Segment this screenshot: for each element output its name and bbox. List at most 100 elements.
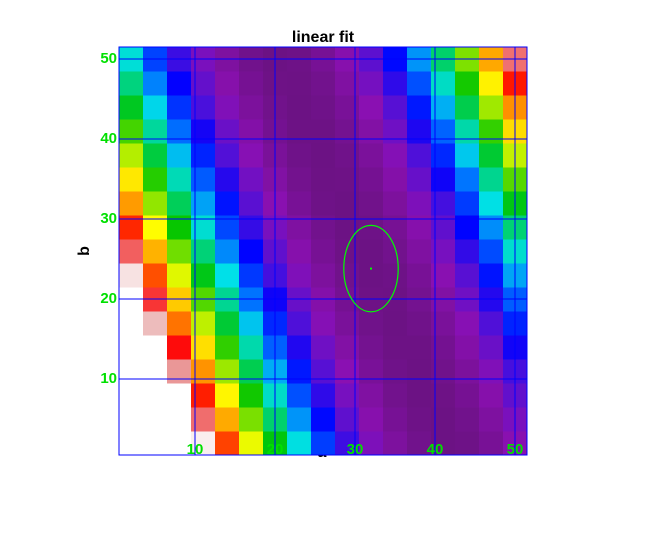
heatmap-cell [311,71,336,96]
heatmap-cell [215,119,240,144]
heatmap-cell [287,239,312,264]
heatmap-cell [167,119,192,144]
heatmap-cell [239,263,264,288]
heatmap-cell [215,95,240,120]
heatmap-cell [479,191,504,216]
heatmap-cell [167,431,192,456]
heatmap-cell [359,95,384,120]
heatmap-cell [239,311,264,336]
heatmap-cell [455,143,480,168]
heatmap-cell [143,335,168,360]
heatmap-cell [239,143,264,168]
heatmap-cell [119,311,144,336]
heatmap-cell [407,263,432,288]
heatmap-cell [407,119,432,144]
x-tick-label: 20 [267,441,284,458]
heatmap-cell [335,311,360,336]
heatmap-cell [167,191,192,216]
heatmap-cell [311,95,336,120]
heatmap-cell [335,191,360,216]
heatmap-cell [167,311,192,336]
heatmap-cell [215,383,240,408]
heatmap-cell [383,359,408,384]
heatmap-cell [479,431,504,456]
heatmap-cell [455,383,480,408]
heatmap-cell [455,311,480,336]
heatmap-cell [359,407,384,432]
heatmap-cell [311,383,336,408]
heatmap-cell [167,407,192,432]
heatmap-cell [215,167,240,192]
heatmap-cell [383,431,408,456]
heatmap-cell [455,95,480,120]
heatmap-cell [287,359,312,384]
heatmap-cell [407,335,432,360]
heatmap-cell [119,359,144,384]
heatmap-cell [287,263,312,288]
heatmap-cell [407,71,432,96]
heatmap-cell [359,167,384,192]
heatmap-cell [287,71,312,96]
heatmap-cell [239,407,264,432]
heatmap-cell [479,167,504,192]
heatmap-cell [119,335,144,360]
heatmap-cell [455,407,480,432]
heatmap-cell [143,191,168,216]
heatmap-cell [311,335,336,360]
heatmap-cell [455,167,480,192]
heatmap-cell [311,407,336,432]
heatmap-cell [167,359,192,384]
heatmap-cell [143,71,168,96]
heatmap-cell [239,359,264,384]
heatmap-cell [383,311,408,336]
x-tick-label: 50 [507,441,524,458]
heatmap-cell [407,383,432,408]
heatmap-cell [407,95,432,120]
heatmap-cell [359,239,384,264]
heatmap-cell [167,143,192,168]
heatmap-cell [383,407,408,432]
heatmap-cell [479,359,504,384]
heatmap-cell [215,335,240,360]
heatmap-cell [407,311,432,336]
heatmap-cell [239,95,264,120]
heatmap-cells [119,47,528,456]
heatmap-cell [311,263,336,288]
heatmap-cell [311,359,336,384]
heatmap-cell [215,263,240,288]
heatmap-cell [287,167,312,192]
heatmap-cell [455,335,480,360]
heatmap-cell [311,167,336,192]
heatmap-cell [383,143,408,168]
heatmap-cell [479,95,504,120]
heatmap-cell [143,407,168,432]
heatmap-cell [239,383,264,408]
heatmap-cell [215,431,240,456]
heatmap-cell [479,311,504,336]
heatmap-cell [287,383,312,408]
heatmap-cell [287,95,312,120]
heatmap-cell [311,239,336,264]
heatmap-cell [239,191,264,216]
heatmap-cell [407,431,432,456]
heatmap-cell [335,359,360,384]
x-tick-label: 10 [187,441,204,458]
heatmap-cell [215,359,240,384]
heatmap-cell [407,167,432,192]
heatmap-cell [359,143,384,168]
heatmap-cell [167,71,192,96]
heatmap-cell [119,431,144,456]
heatmap-cell [287,335,312,360]
heatmap-cell [287,143,312,168]
heatmap-cell [335,383,360,408]
heatmap-cell [359,311,384,336]
heatmap-cell [383,263,408,288]
heatmap-cell [119,143,144,168]
heatmap-cell [407,143,432,168]
heatmap-cell [311,311,336,336]
heatmap-cell [287,191,312,216]
heatmap-cell [239,431,264,456]
heatmap-cell [167,335,192,360]
heatmap-cell [335,71,360,96]
heatmap-cell [311,119,336,144]
